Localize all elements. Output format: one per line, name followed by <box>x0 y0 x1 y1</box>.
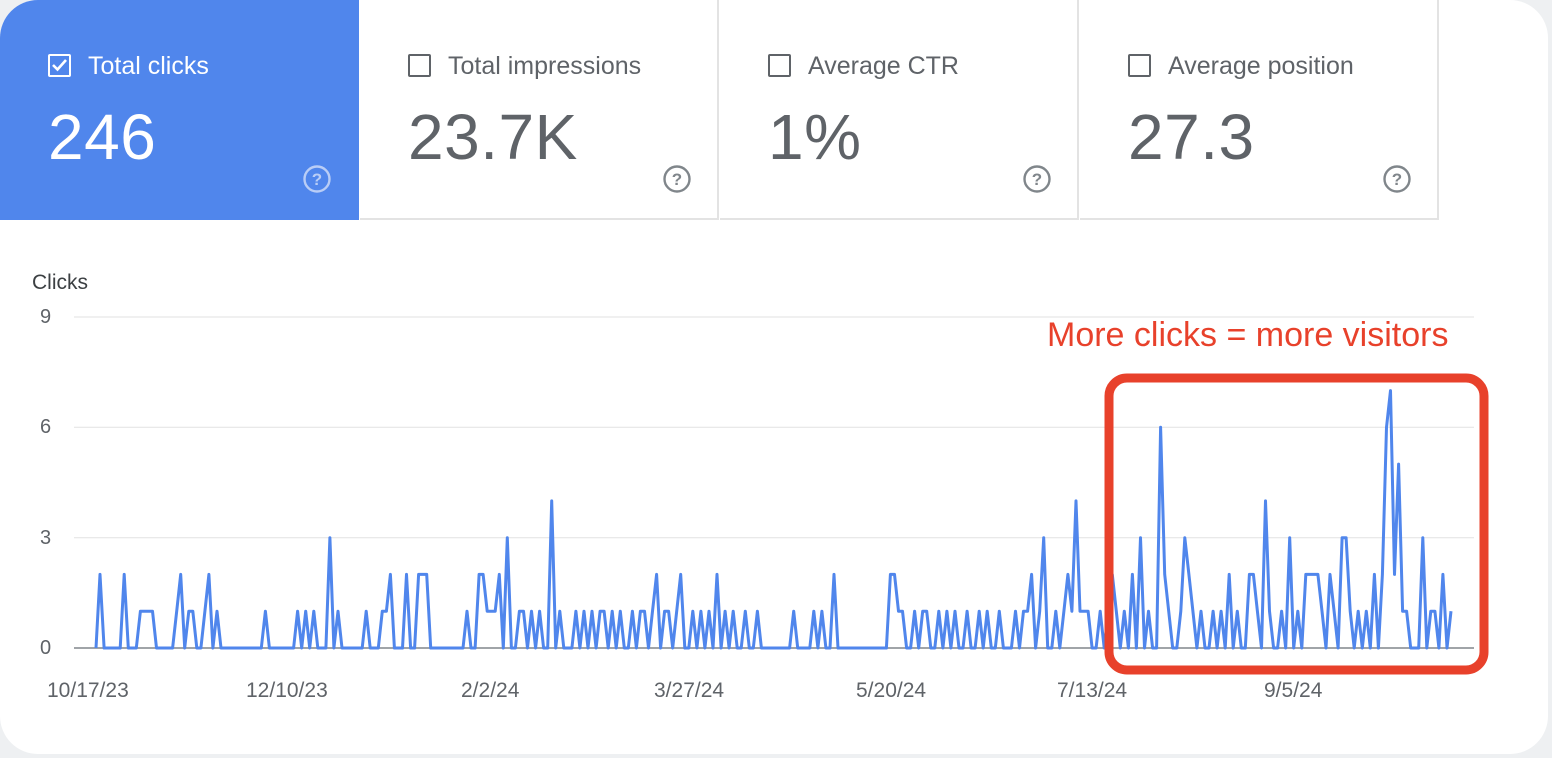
svg-text:?: ? <box>1032 170 1042 189</box>
highlight-box <box>1104 373 1489 675</box>
checkbox-icon[interactable] <box>1128 54 1151 77</box>
metric-value: 23.7K <box>408 101 578 173</box>
help-icon[interactable]: ? <box>662 164 692 194</box>
x-tick-label: 7/13/24 <box>1057 679 1128 702</box>
svg-text:?: ? <box>672 170 682 189</box>
checkbox-icon[interactable] <box>408 54 431 77</box>
y-tick-label: 0 <box>40 637 52 659</box>
y-axis-title: Clicks <box>32 271 88 294</box>
help-icon[interactable]: ? <box>1022 164 1052 194</box>
metric-label: Average CTR <box>808 52 959 80</box>
x-tick-label: 9/5/24 <box>1264 679 1323 702</box>
x-tick-label: 2/2/24 <box>461 679 520 702</box>
series-line-clicks <box>94 389 1453 650</box>
svg-text:?: ? <box>312 170 322 189</box>
x-tick-label: 12/10/23 <box>246 679 328 702</box>
x-tick-label: 10/17/23 <box>47 679 129 702</box>
metric-label: Total clicks <box>88 52 209 80</box>
checkbox-icon[interactable] <box>768 54 791 77</box>
x-tick-label: 5/20/24 <box>856 679 927 702</box>
y-tick-label: 3 <box>40 527 52 549</box>
metric-label: Total impressions <box>448 52 642 80</box>
metric-tab-total-impressions[interactable]: Total impressions 23.7K ? <box>360 0 719 220</box>
clicks-chart[interactable]: Clicks 9 6 3 0 10/17/23 12/10/23 2/2/24 … <box>0 230 1548 750</box>
metric-tab-average-ctr[interactable]: Average CTR 1% ? <box>720 0 1079 220</box>
checkbox-checked-icon[interactable] <box>48 54 71 77</box>
metric-value: 1% <box>768 101 862 173</box>
help-icon[interactable]: ? <box>302 164 332 194</box>
y-tick-label: 6 <box>40 416 52 438</box>
metric-tab-total-clicks[interactable]: Total clicks 246 ? <box>0 0 359 220</box>
help-icon[interactable]: ? <box>1382 164 1412 194</box>
annotation-text: More clicks = more visitors <box>1047 316 1449 354</box>
x-tick-label: 3/27/24 <box>654 679 725 702</box>
metric-value: 246 <box>48 101 157 173</box>
metric-tab-average-position[interactable]: Average position 27.3 ? <box>1080 0 1439 220</box>
svg-text:?: ? <box>1392 170 1402 189</box>
metric-tabs: Total clicks 246 ? Total impressions 23.… <box>0 0 1440 220</box>
metric-value: 27.3 <box>1128 101 1255 173</box>
metric-label: Average position <box>1168 52 1354 80</box>
chart-plot <box>74 316 1489 675</box>
y-tick-label: 9 <box>40 306 52 328</box>
